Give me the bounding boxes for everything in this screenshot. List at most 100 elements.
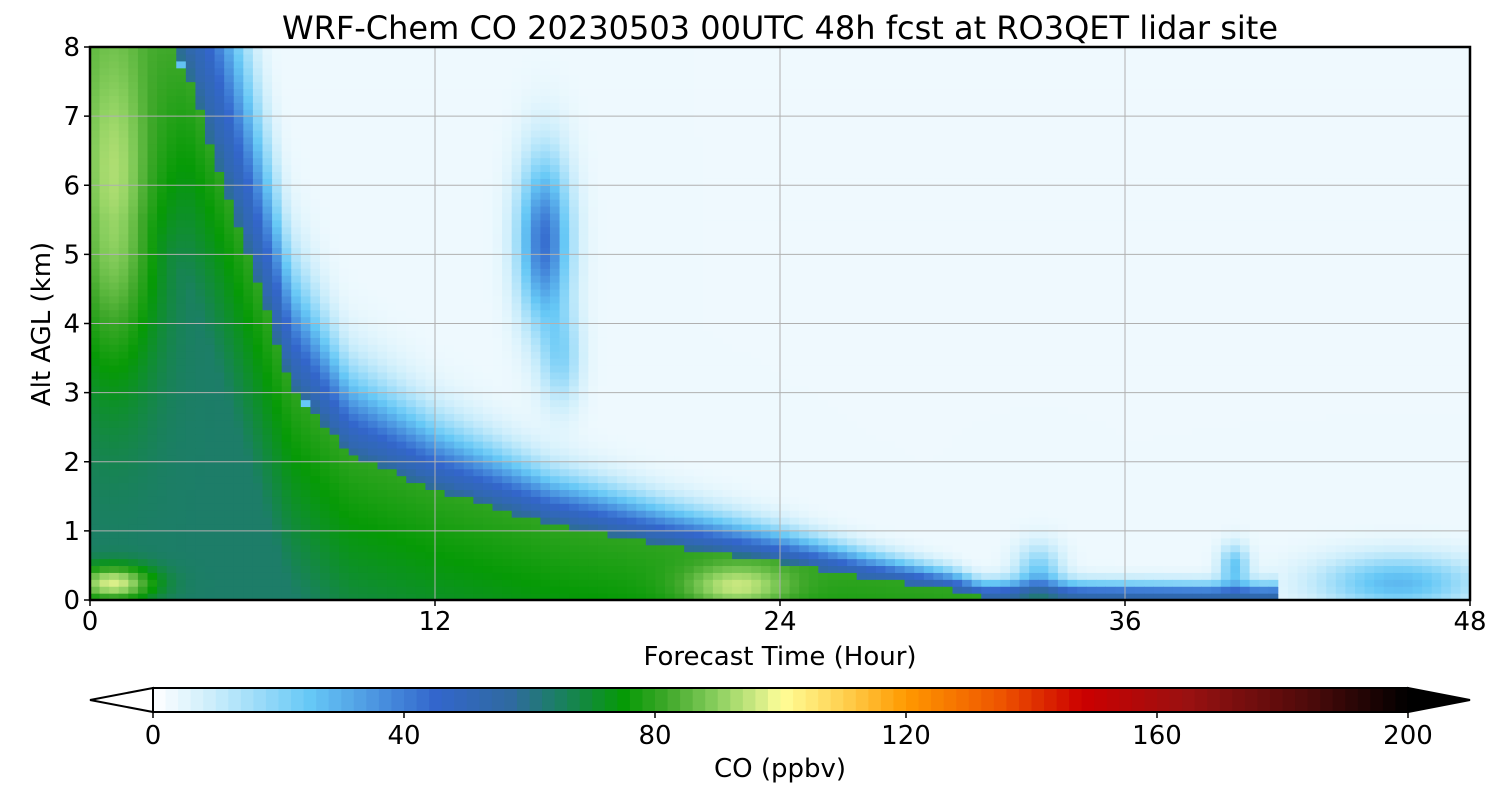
heatmap-cell xyxy=(511,185,522,193)
heatmap-cell xyxy=(435,441,446,449)
heatmap-cell xyxy=(90,496,101,504)
heatmap-cell xyxy=(348,295,359,304)
heatmap-cell xyxy=(329,74,340,83)
heatmap-cell xyxy=(90,378,101,387)
heatmap-cell xyxy=(243,537,254,546)
heatmap-cell xyxy=(128,565,139,573)
heatmap-cell xyxy=(425,392,436,401)
heatmap-cell xyxy=(233,378,244,387)
heatmap-cell xyxy=(636,523,647,532)
heatmap-cell xyxy=(425,116,436,124)
heatmap-cell xyxy=(636,123,647,131)
heatmap-cell xyxy=(310,378,321,387)
heatmap-cell xyxy=(377,143,388,152)
heatmap-cell xyxy=(569,53,580,62)
heatmap-cell xyxy=(645,116,657,124)
heatmap-cell xyxy=(674,295,685,304)
heatmap-cell xyxy=(607,344,618,352)
heatmap-cell xyxy=(530,378,542,387)
heatmap-cell xyxy=(482,358,494,366)
heatmap-cell xyxy=(233,240,244,249)
heatmap-cell xyxy=(492,288,503,297)
heatmap-cell xyxy=(607,454,618,463)
heatmap-cell xyxy=(358,171,369,179)
heatmap-cell xyxy=(176,47,187,55)
heatmap-cell xyxy=(281,47,292,55)
heatmap-cell xyxy=(559,295,570,304)
heatmap-cell xyxy=(396,593,407,600)
heatmap-cell xyxy=(588,116,599,124)
heatmap-cell xyxy=(387,275,398,283)
heatmap-cell xyxy=(128,420,139,428)
heatmap-cell xyxy=(617,275,628,283)
heatmap-cell xyxy=(137,309,149,318)
heatmap-cell xyxy=(396,247,407,255)
heatmap-cell xyxy=(511,261,522,269)
heatmap-cell xyxy=(339,406,350,414)
heatmap-cell xyxy=(339,399,350,408)
heatmap-cell xyxy=(674,178,685,186)
heatmap-cell xyxy=(550,344,561,352)
heatmap-cell xyxy=(348,95,359,103)
heatmap-cell xyxy=(147,60,158,69)
heatmap-cell xyxy=(645,88,657,96)
heatmap-cell xyxy=(435,88,446,96)
heatmap-cell xyxy=(377,129,388,138)
heatmap-cell xyxy=(521,88,532,96)
heatmap-cell xyxy=(320,330,331,338)
heatmap-cell xyxy=(655,544,666,553)
heatmap-cell xyxy=(521,537,532,546)
heatmap-cell xyxy=(252,205,264,214)
heatmap-cell xyxy=(617,185,628,193)
heatmap-cell xyxy=(214,74,225,83)
heatmap-cell xyxy=(176,150,187,159)
heatmap-cell xyxy=(137,565,149,573)
heatmap-cell xyxy=(521,503,532,511)
heatmap-cell xyxy=(128,593,139,600)
heatmap-cell xyxy=(367,261,379,269)
heatmap-cell xyxy=(578,178,589,186)
heatmap-cell xyxy=(454,358,465,366)
heatmap-cell xyxy=(617,489,628,497)
heatmap-cell xyxy=(281,288,292,297)
heatmap-cell xyxy=(99,47,110,55)
heatmap-cell xyxy=(310,579,321,587)
heatmap-cell xyxy=(128,60,139,69)
heatmap-cell xyxy=(636,358,647,366)
heatmap-cell xyxy=(291,337,302,345)
heatmap-cell xyxy=(233,295,244,304)
heatmap-cell xyxy=(502,441,513,449)
heatmap-cell xyxy=(473,351,484,359)
heatmap-cell xyxy=(320,316,331,325)
heatmap-cell xyxy=(185,406,197,414)
heatmap-cell xyxy=(521,240,532,249)
heatmap-cell xyxy=(425,295,436,304)
heatmap-cell xyxy=(109,496,120,504)
heatmap-cell xyxy=(300,185,312,193)
heatmap-cell xyxy=(482,171,494,179)
heatmap-cell xyxy=(530,74,542,83)
heatmap-cell xyxy=(147,378,158,387)
heatmap-cell xyxy=(396,129,407,138)
heatmap-cell xyxy=(425,74,436,83)
heatmap-cell xyxy=(377,185,388,193)
heatmap-cell xyxy=(482,344,494,352)
heatmap-cell xyxy=(109,53,120,62)
heatmap-cell xyxy=(118,454,129,463)
heatmap-cell xyxy=(435,109,446,117)
heatmap-cell xyxy=(166,123,177,131)
heatmap-cell xyxy=(636,116,647,124)
heatmap-cell xyxy=(99,565,110,573)
heatmap-cell xyxy=(674,288,685,297)
heatmap-cell xyxy=(435,523,446,532)
heatmap-cell xyxy=(444,60,455,69)
heatmap-cell xyxy=(550,288,561,297)
heatmap-cell xyxy=(425,572,436,580)
heatmap-cell xyxy=(137,261,149,269)
heatmap-cell xyxy=(473,150,484,159)
heatmap-cell xyxy=(463,74,474,83)
heatmap-cell xyxy=(396,136,407,145)
heatmap-cell xyxy=(224,81,235,90)
heatmap-cell xyxy=(339,136,350,145)
heatmap-cell xyxy=(578,129,589,138)
